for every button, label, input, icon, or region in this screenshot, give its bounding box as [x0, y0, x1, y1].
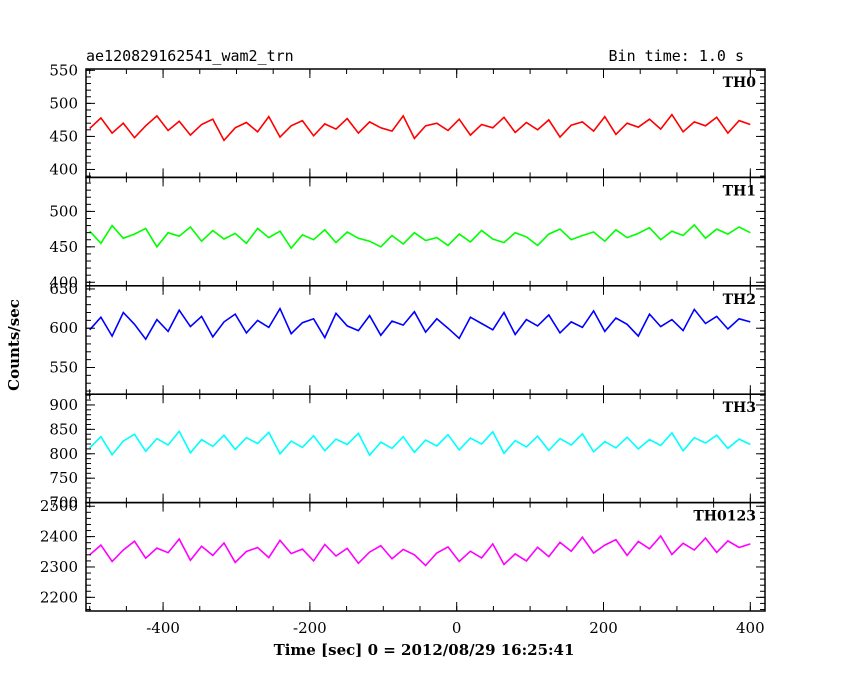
y-tick-label: 450 [49, 127, 78, 145]
y-tick-label: 450 [49, 238, 78, 256]
y-tick-label: 650 [49, 280, 78, 298]
bin-time-label: Bin time: 1.0 s [609, 47, 744, 65]
x-tick-label: 200 [589, 619, 618, 637]
y-tick-label: 700 [49, 494, 78, 512]
y-tick-label: 2300 [40, 558, 78, 576]
y-tick-label: 600 [49, 319, 78, 337]
panel-frame [85, 501, 766, 612]
x-axis-label: Time [sec] 0 = 2012/08/29 16:25:41 [274, 641, 575, 659]
channel-label-th2: TH2 [723, 292, 756, 308]
y-tick-label: 500 [49, 202, 78, 220]
y-tick-label: 850 [49, 420, 78, 438]
x-axis: -400 -200 0 200 400 [146, 619, 764, 637]
panel-th3: 700 750 800 850 900 TH3 [49, 393, 766, 512]
y-tick-label: 400 [49, 160, 78, 178]
y-tick-label: 900 [49, 396, 78, 414]
x-tick-label: 0 [452, 619, 462, 637]
y-tick-label: 750 [49, 469, 78, 487]
series-line-th2 [89, 306, 751, 341]
series-line-th0123 [89, 534, 751, 567]
series-line-th0 [89, 113, 751, 142]
y-tick-label: 2500 [40, 497, 78, 515]
channel-label-th0: TH0 [723, 75, 757, 91]
y-tick-label: 2400 [40, 528, 78, 546]
panel-frame [85, 68, 766, 179]
panel-th1: 400 450 500 TH1 [49, 176, 766, 291]
series-line-th3 [89, 429, 751, 457]
panel-th0: 400 450 500 550 TH0 [49, 61, 766, 179]
channel-label-th1: TH1 [723, 183, 756, 199]
y-tick-label: 500 [49, 94, 78, 112]
panel-frame [85, 176, 766, 287]
y-axis-label: Counts/sec [5, 299, 23, 391]
y-tick-label: 550 [49, 358, 78, 376]
x-tick-label: 400 [736, 619, 765, 637]
panel-th2: 550 600 650 TH2 [49, 280, 766, 395]
panel-frame [85, 285, 766, 395]
y-tick-label: 400 [49, 273, 78, 291]
y-tick-label: 550 [49, 61, 78, 79]
channel-label-th3: TH3 [723, 400, 756, 416]
panels-group: 400 450 500 550 TH0 400 450 500 TH1 550 600 650 TH2 7… [40, 61, 766, 612]
series-line-th1 [89, 223, 751, 250]
x-tick-label: -200 [293, 619, 327, 637]
source-title: ae120829162541_wam2_trn [86, 47, 294, 65]
panel-th0123: 2200 2300 2400 2500 TH0123 [40, 497, 766, 612]
channel-label-th0123: TH0123 [693, 509, 756, 525]
y-tick-label: 800 [49, 445, 78, 463]
x-tick-label: -400 [146, 619, 180, 637]
y-tick-label: 2200 [40, 588, 78, 606]
